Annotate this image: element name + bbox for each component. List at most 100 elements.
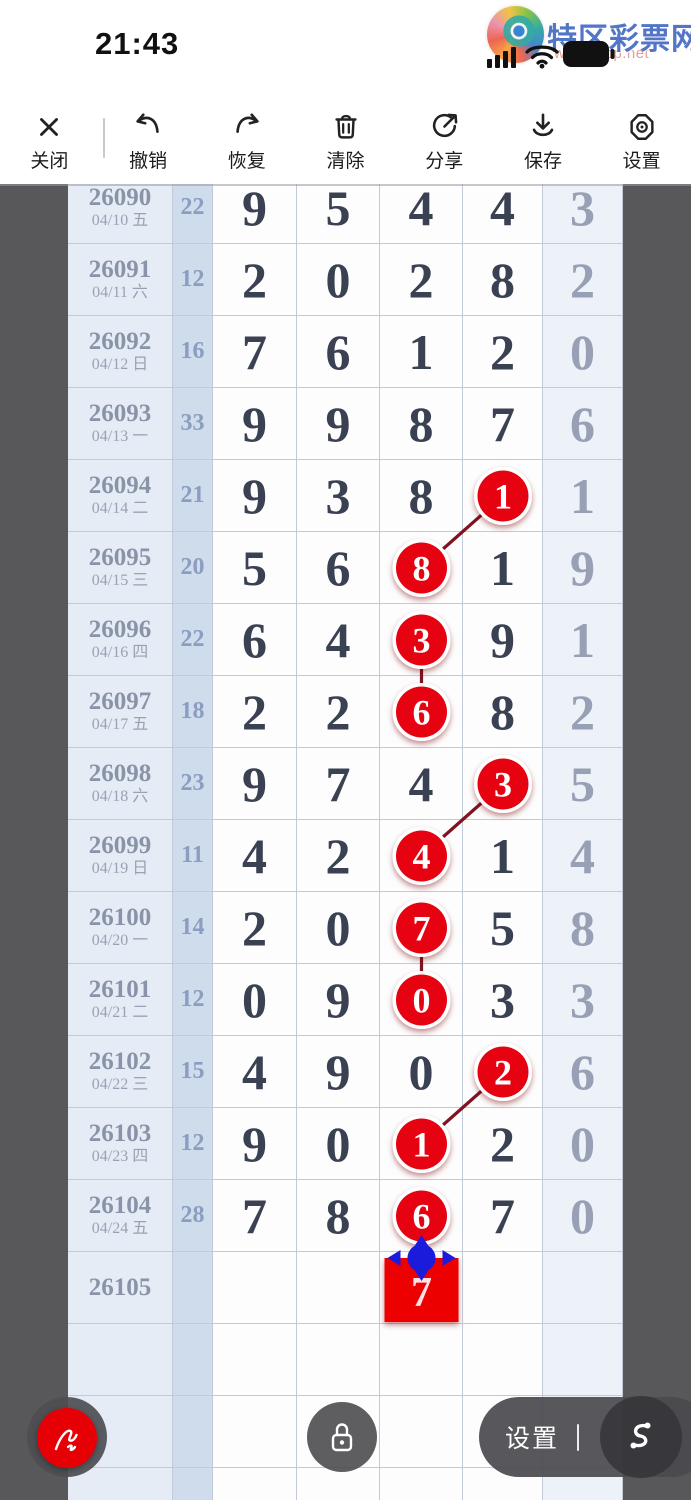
- lock-button[interactable]: [307, 1402, 377, 1472]
- pen-tool-button[interactable]: [37, 1408, 97, 1468]
- digit-cell[interactable]: 6: [297, 316, 380, 388]
- circle-mark[interactable]: 7: [392, 899, 451, 957]
- digit-cell[interactable]: 4: [380, 748, 463, 820]
- digit-cell[interactable]: 2: [380, 244, 463, 316]
- digit-cell[interactable]: 9: [213, 388, 297, 460]
- digit-cell[interactable]: 6: [543, 388, 623, 460]
- circle-mark[interactable]: 1: [474, 467, 532, 525]
- digit-cell[interactable]: [297, 1324, 380, 1396]
- digit-cell[interactable]: 1: [463, 820, 543, 892]
- digit-cell[interactable]: 4: [213, 820, 297, 892]
- digit-cell[interactable]: 7: [297, 748, 380, 820]
- digit-cell[interactable]: 6: [543, 1036, 623, 1108]
- digit-cell[interactable]: 9: [213, 460, 297, 532]
- digit-cell[interactable]: 2: [297, 676, 380, 748]
- circle-mark[interactable]: 6: [392, 683, 451, 741]
- curve-tool-button[interactable]: [600, 1396, 682, 1478]
- digit-cell[interactable]: 9: [297, 964, 380, 1036]
- digit-cell[interactable]: [297, 1468, 380, 1500]
- digit-cell[interactable]: 2: [543, 676, 623, 748]
- digit-cell[interactable]: [213, 1396, 297, 1468]
- digit-cell[interactable]: 9: [213, 1108, 297, 1180]
- digit-cell[interactable]: 4: [463, 172, 543, 244]
- digit-cell[interactable]: [213, 1468, 297, 1500]
- digit-cell[interactable]: 3: [297, 460, 380, 532]
- clear-button[interactable]: 清除: [296, 111, 395, 173]
- digit-cell[interactable]: 8: [543, 892, 623, 964]
- circle-mark[interactable]: 8: [392, 539, 451, 597]
- digit-cell[interactable]: 1: [380, 316, 463, 388]
- share-button[interactable]: 分享: [395, 111, 494, 173]
- circle-mark[interactable]: 1: [392, 1115, 451, 1173]
- circle-mark[interactable]: 2: [474, 1043, 532, 1101]
- digit-cell[interactable]: 7: [213, 1180, 297, 1252]
- digit-cell[interactable]: 1: [543, 604, 623, 676]
- circle-mark[interactable]: 4: [392, 827, 451, 885]
- digit-cell[interactable]: 5: [297, 172, 380, 244]
- digit-cell[interactable]: 2: [463, 1108, 543, 1180]
- digit-cell[interactable]: 8: [380, 388, 463, 460]
- digit-cell[interactable]: [297, 1252, 380, 1324]
- circle-mark[interactable]: 0: [392, 971, 451, 1029]
- digit-cell[interactable]: 9: [213, 172, 297, 244]
- digit-cell[interactable]: 2: [213, 244, 297, 316]
- digit-cell[interactable]: 4: [297, 604, 380, 676]
- digit-cell[interactable]: 9: [213, 748, 297, 820]
- digit-cell[interactable]: [463, 1324, 543, 1396]
- digit-cell[interactable]: 8: [380, 460, 463, 532]
- digit-cell[interactable]: 8: [463, 676, 543, 748]
- digit-cell[interactable]: [463, 1252, 543, 1324]
- digit-cell[interactable]: 3: [543, 964, 623, 1036]
- save-button[interactable]: 保存: [494, 111, 593, 173]
- digit-cell[interactable]: 6: [297, 532, 380, 604]
- digit-cell[interactable]: [213, 1324, 297, 1396]
- digit-cell[interactable]: 0: [213, 964, 297, 1036]
- digit-cell[interactable]: 0: [543, 316, 623, 388]
- digit-cell[interactable]: 9: [543, 532, 623, 604]
- digit-cell[interactable]: 9: [297, 388, 380, 460]
- digit-cell[interactable]: [380, 1468, 463, 1500]
- digit-cell[interactable]: [543, 1252, 623, 1324]
- digit-cell[interactable]: 0: [543, 1108, 623, 1180]
- move-handle[interactable]: [387, 1235, 456, 1281]
- settings-button[interactable]: 设置: [592, 111, 691, 173]
- digit-cell[interactable]: [543, 1324, 623, 1396]
- digit-cell[interactable]: 1: [543, 460, 623, 532]
- digit-cell[interactable]: 0: [297, 892, 380, 964]
- digit-cell[interactable]: 2: [463, 316, 543, 388]
- digit-cell[interactable]: 0: [297, 1108, 380, 1180]
- circle-mark[interactable]: 3: [474, 755, 532, 813]
- digit-cell[interactable]: [380, 1396, 463, 1468]
- digit-cell[interactable]: 1: [463, 532, 543, 604]
- digit-cell[interactable]: 7: [213, 316, 297, 388]
- digit-cell[interactable]: 4: [543, 820, 623, 892]
- digit-cell[interactable]: 8: [463, 244, 543, 316]
- digit-cell[interactable]: 7: [463, 1180, 543, 1252]
- digit-cell[interactable]: 7: [463, 388, 543, 460]
- digit-cell[interactable]: 2: [213, 676, 297, 748]
- digit-cell[interactable]: 3: [463, 964, 543, 1036]
- digit-cell[interactable]: 9: [297, 1036, 380, 1108]
- circle-mark[interactable]: 3: [392, 611, 451, 669]
- digit-cell[interactable]: [380, 1324, 463, 1396]
- redo-button[interactable]: 恢复: [197, 111, 296, 173]
- digit-cell[interactable]: 5: [213, 532, 297, 604]
- digit-cell[interactable]: 4: [380, 172, 463, 244]
- digit-cell[interactable]: 2: [543, 244, 623, 316]
- digit-cell[interactable]: 0: [380, 1036, 463, 1108]
- digit-cell[interactable]: 0: [543, 1180, 623, 1252]
- digit-cell[interactable]: 2: [213, 892, 297, 964]
- digit-cell[interactable]: 5: [463, 892, 543, 964]
- digit-cell[interactable]: 4: [213, 1036, 297, 1108]
- undo-button[interactable]: 撤销: [99, 111, 198, 173]
- digit-cell[interactable]: 2: [297, 820, 380, 892]
- digit-cell[interactable]: [213, 1252, 297, 1324]
- digit-cell[interactable]: 6: [213, 604, 297, 676]
- close-button[interactable]: 关闭: [0, 111, 99, 173]
- digit-cell[interactable]: 9: [463, 604, 543, 676]
- digit-cell[interactable]: 8: [297, 1180, 380, 1252]
- digit-cell[interactable]: 0: [297, 244, 380, 316]
- circle-mark[interactable]: 6: [392, 1187, 451, 1245]
- digit-cell[interactable]: 3: [543, 172, 623, 244]
- digit-cell[interactable]: 5: [543, 748, 623, 820]
